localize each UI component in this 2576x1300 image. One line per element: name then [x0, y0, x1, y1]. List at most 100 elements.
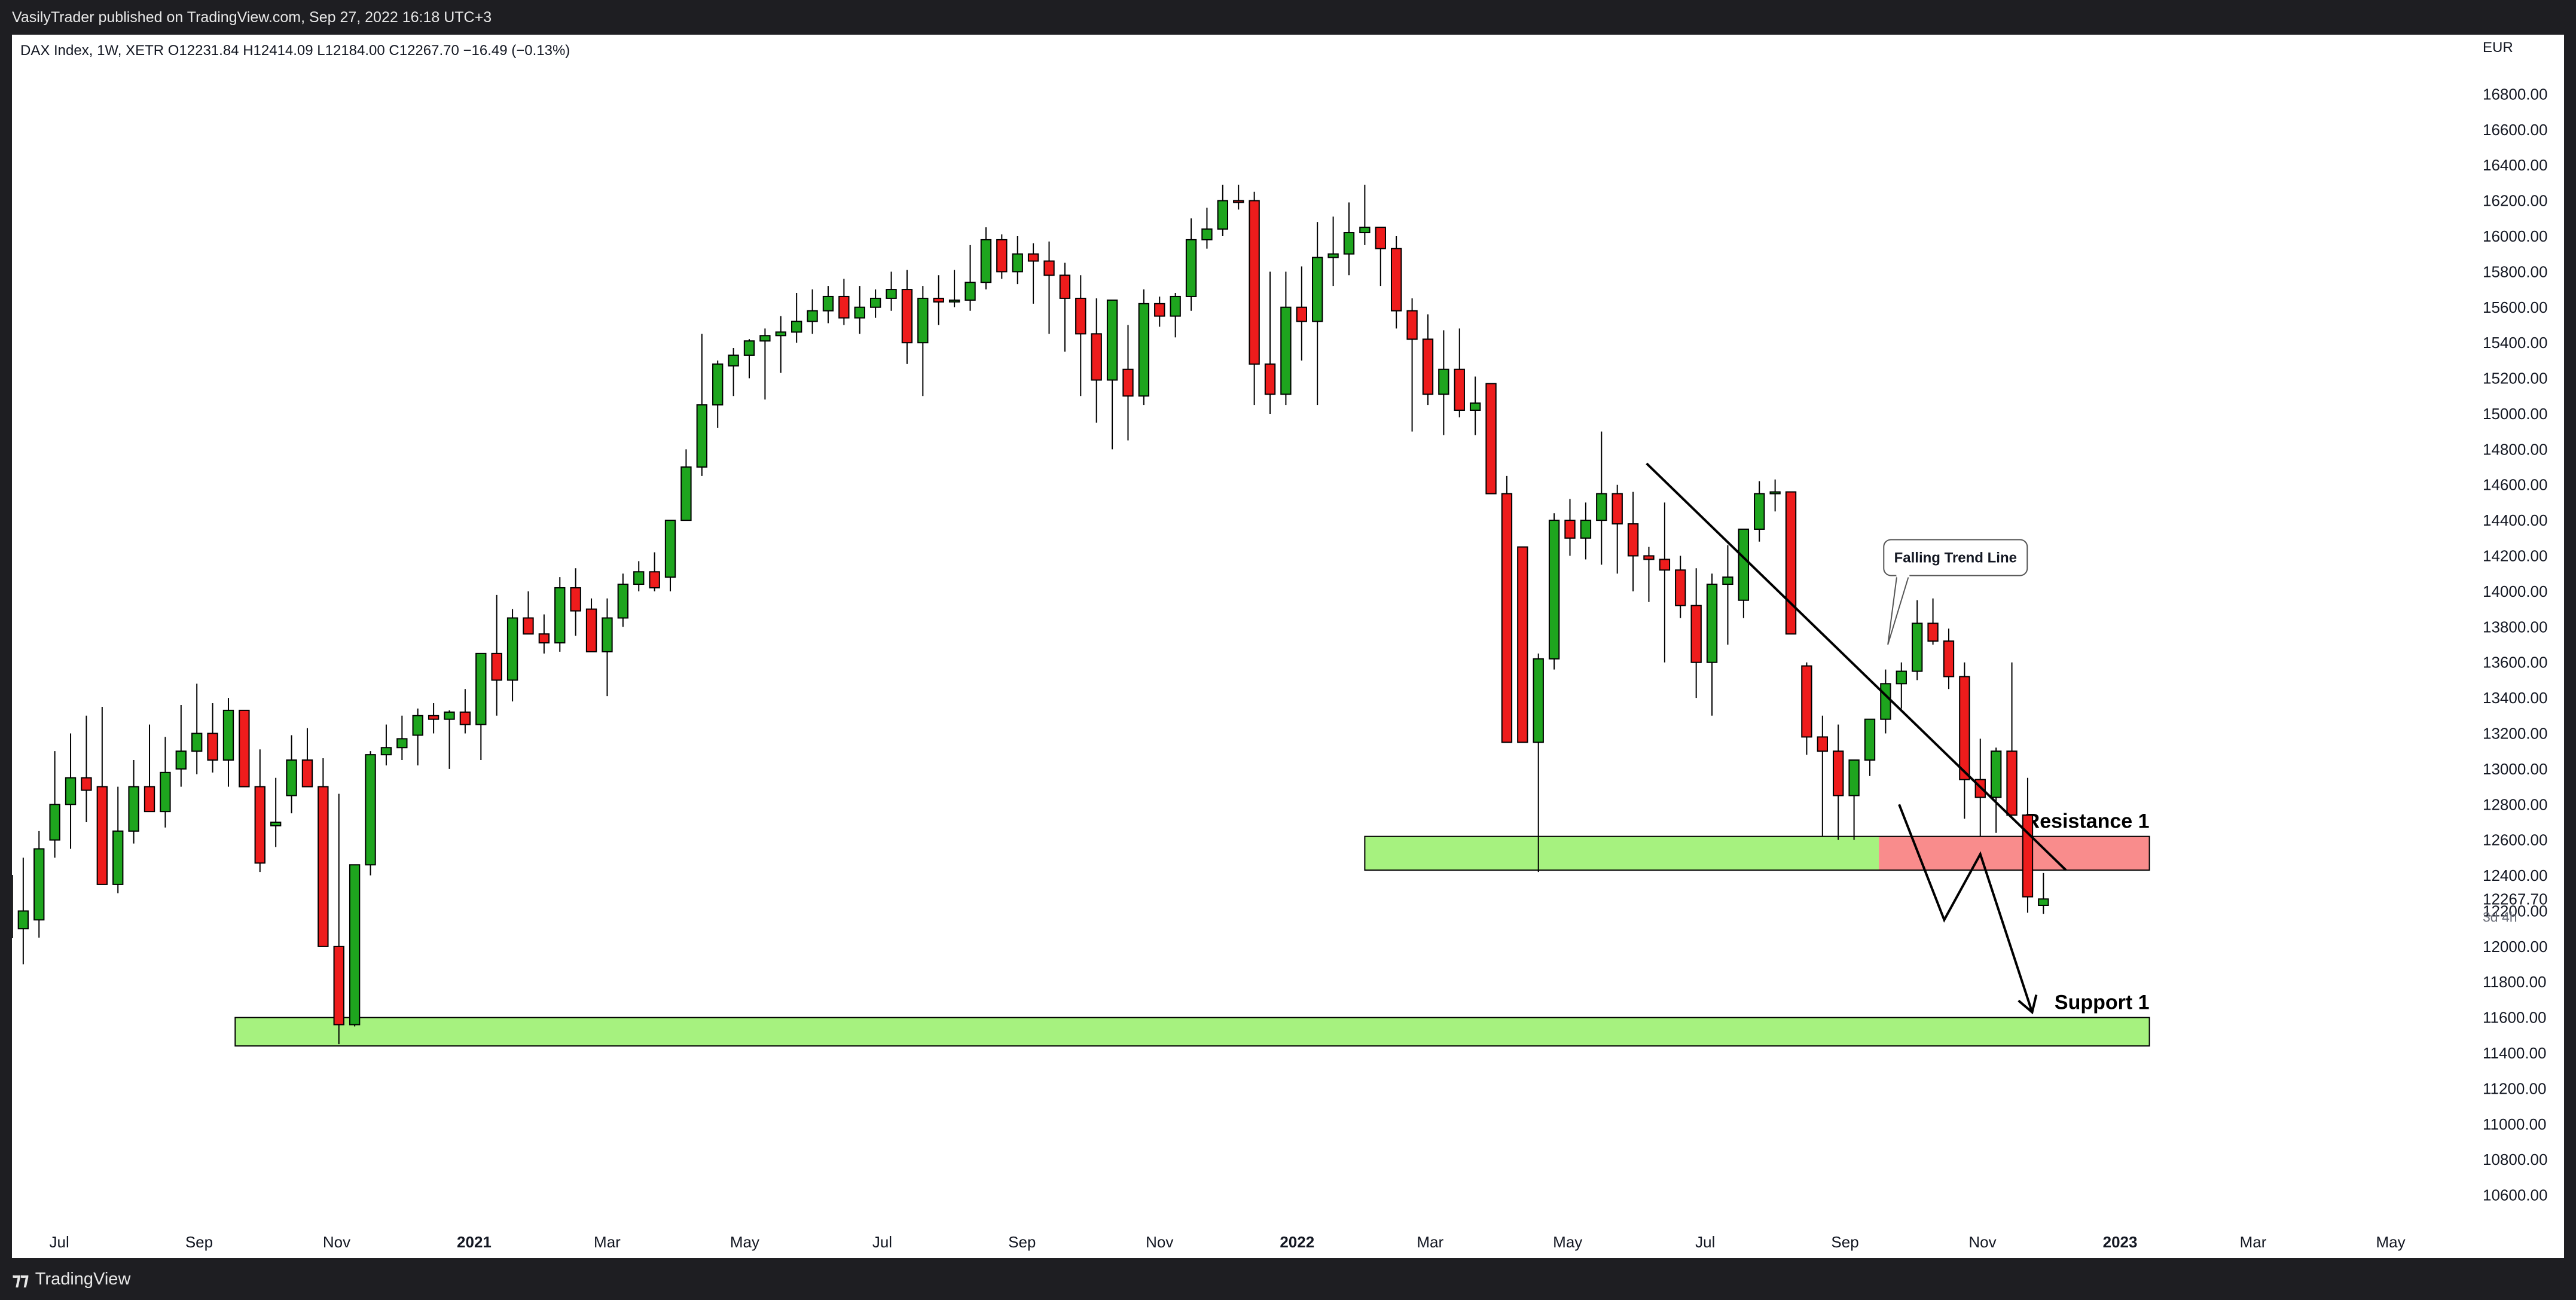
candle: [1959, 662, 1970, 819]
candle: [301, 728, 313, 788]
candle: [1548, 513, 1560, 670]
candle: [1896, 662, 1907, 709]
candle-body: [1469, 402, 1481, 411]
candle: [349, 864, 361, 1027]
candle: [1091, 298, 1102, 423]
candle-body: [965, 282, 976, 301]
resistance-zone-red-part: [1879, 836, 2150, 871]
candle-body: [996, 239, 1008, 273]
time-tick-label: Jul: [872, 1233, 892, 1251]
candle: [112, 786, 124, 893]
candle-body: [270, 821, 282, 826]
candle: [1217, 184, 1229, 236]
candle: [428, 703, 439, 734]
candle: [759, 328, 771, 400]
candle-body: [128, 786, 139, 832]
time-tick-label: Sep: [1008, 1233, 1036, 1251]
candle: [1848, 759, 1860, 840]
candle: [1927, 598, 1939, 645]
resistance-zone-border: [1364, 835, 2150, 871]
candle-body: [491, 652, 502, 681]
candle-body: [428, 715, 439, 720]
candle: [270, 777, 282, 847]
candle: [175, 704, 187, 787]
price-axis[interactable]: 10600.00 10800.00 11000.00 11200.00 11400.00…: [2483, 85, 2547, 1204]
candle-body: [254, 786, 265, 864]
candle-body: [1075, 297, 1086, 335]
price-tick-label: 15800.00: [2483, 263, 2547, 280]
candle-body: [1580, 520, 1592, 539]
candle: [1106, 299, 1118, 450]
candle: [65, 733, 77, 849]
price-tick-label: 10800.00: [2483, 1151, 2547, 1168]
candle-body: [222, 709, 234, 761]
candle: [1706, 573, 1718, 716]
candle-body: [822, 295, 834, 312]
candle-body: [554, 587, 566, 644]
time-tick-label: 2021: [457, 1233, 492, 1251]
candle: [1012, 236, 1023, 285]
chart-panel[interactable]: Resistance 1 Support 1 Falling Trend Line…: [2, 35, 2564, 1258]
candle: [222, 698, 234, 787]
candle: [854, 286, 865, 334]
price-tick-label: 13600.00: [2483, 654, 2547, 672]
candle-body: [81, 777, 92, 791]
candle-body: [1548, 520, 1560, 660]
time-tick-label: 2023: [2103, 1233, 2138, 1251]
candle-body: [1690, 605, 1702, 663]
candle-body: [1959, 676, 1970, 780]
candle-body: [207, 733, 218, 761]
candle-body: [1896, 670, 1907, 685]
candle: [1627, 492, 1639, 591]
projection-path: [1898, 804, 2034, 1013]
candle-body: [1106, 299, 1118, 381]
price-tick-label: 10600.00: [2483, 1186, 2547, 1204]
candle-body: [680, 466, 692, 521]
candle: [1327, 216, 1339, 286]
candle: [1043, 241, 1055, 334]
price-tick-label: 12600.00: [2483, 831, 2547, 849]
candle: [1785, 491, 1797, 635]
candle: [333, 794, 344, 1045]
price-tick-label: 16600.00: [2483, 121, 2547, 139]
candle: [17, 857, 29, 965]
candle: [491, 594, 502, 716]
candle: [33, 831, 45, 938]
candle: [1769, 479, 1781, 512]
candle-body: [664, 520, 676, 578]
candle: [365, 751, 376, 876]
candle-body: [175, 750, 187, 770]
candle-body: [318, 786, 329, 947]
candle: [1643, 547, 1655, 602]
price-tick-label: 16200.00: [2483, 192, 2547, 210]
candle-body: [1564, 520, 1576, 539]
candle-body: [869, 297, 881, 308]
candle: [1990, 747, 2002, 833]
candle: [1438, 330, 1449, 435]
candle-body: [712, 363, 724, 406]
candlestick-chart[interactable]: Resistance 1 Support 1 Falling Trend Line…: [2, 35, 2564, 1258]
candle-body: [759, 335, 771, 342]
support-zone-label: Support 1: [2055, 991, 2150, 1014]
candle: [239, 709, 250, 788]
candle-body: [1927, 622, 1939, 642]
candle-body: [1533, 658, 1544, 743]
candle: [948, 270, 960, 307]
candle: [554, 577, 566, 652]
price-tick-label: 12400.00: [2483, 866, 2547, 884]
symbol-info: DAX Index, 1W, XETR O12231.84 H12414.09 …: [20, 42, 570, 59]
candle: [2, 786, 13, 947]
candle-body: [1706, 584, 1718, 663]
candle: [1501, 475, 1513, 743]
candle: [1596, 431, 1607, 565]
candle: [1280, 271, 1292, 405]
candle-body: [286, 759, 297, 797]
candle: [444, 710, 455, 769]
candle-body: [1454, 368, 1465, 411]
time-axis[interactable]: Jul Sep Nov 2021 Mar May Jul Sep Nov 2022 Mar May Ju…: [50, 1233, 2406, 1251]
candle-body: [1596, 493, 1607, 521]
tradingview-logo[interactable]: ⁊⁊ TradingView: [12, 1268, 130, 1290]
candle-body: [475, 652, 487, 725]
candle-body: [1280, 306, 1292, 395]
candle: [1375, 227, 1386, 286]
